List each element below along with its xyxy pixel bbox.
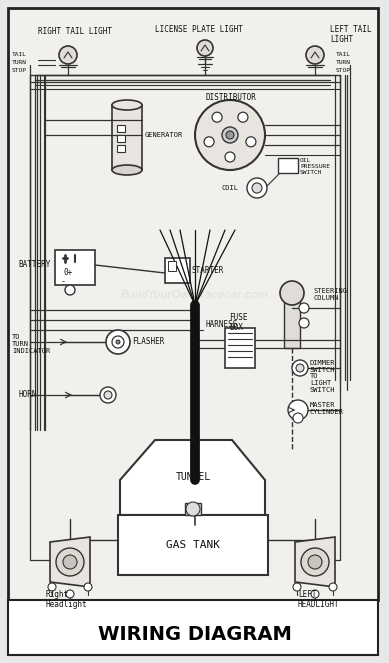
Circle shape — [116, 340, 120, 344]
Text: STARTER: STARTER — [192, 266, 224, 275]
Circle shape — [104, 391, 112, 399]
Circle shape — [238, 112, 248, 122]
Circle shape — [112, 336, 124, 348]
Text: DISTRIBUTOR: DISTRIBUTOR — [205, 93, 256, 102]
Polygon shape — [50, 537, 90, 587]
Text: LICENSE PLATE LIGHT: LICENSE PLATE LIGHT — [155, 25, 243, 34]
Bar — [117, 145, 125, 152]
Text: BATTERY: BATTERY — [18, 260, 50, 269]
Circle shape — [204, 137, 214, 147]
Bar — [165, 258, 190, 283]
Text: FUSE
BOX: FUSE BOX — [229, 313, 247, 332]
Text: COIL: COIL — [222, 185, 239, 191]
Circle shape — [311, 590, 319, 598]
Bar — [117, 125, 125, 132]
Circle shape — [292, 360, 308, 376]
Circle shape — [197, 40, 213, 56]
Ellipse shape — [112, 165, 142, 175]
Circle shape — [84, 583, 92, 591]
Text: GENERATOR: GENERATOR — [145, 132, 183, 138]
Text: WIRING DIAGRAM: WIRING DIAGRAM — [98, 625, 291, 644]
Text: HARNESS: HARNESS — [205, 320, 237, 329]
Bar — [284, 293, 300, 348]
Text: FLASHER: FLASHER — [132, 337, 165, 346]
Polygon shape — [120, 440, 265, 515]
Circle shape — [226, 131, 234, 139]
Text: STOP: STOP — [336, 68, 351, 73]
Circle shape — [195, 100, 265, 170]
Text: 0+: 0+ — [63, 268, 72, 277]
Text: -: - — [61, 277, 66, 286]
Bar — [55, 250, 95, 285]
Text: BuildYourOwnRacecar.com: BuildYourOwnRacecar.com — [120, 290, 269, 300]
Circle shape — [296, 364, 304, 372]
Text: TURN: TURN — [336, 60, 351, 65]
Circle shape — [66, 590, 74, 598]
Bar — [278, 158, 298, 173]
Circle shape — [308, 555, 322, 569]
Text: LEFT
HEADLIGHT: LEFT HEADLIGHT — [298, 590, 340, 609]
Circle shape — [280, 281, 304, 305]
Text: Right
Headlight: Right Headlight — [45, 590, 87, 609]
Text: TURN: TURN — [12, 60, 27, 65]
Bar — [8, 8, 378, 600]
Circle shape — [288, 400, 308, 420]
Circle shape — [100, 387, 116, 403]
Text: TAIL: TAIL — [12, 52, 27, 57]
Bar — [225, 328, 255, 368]
Bar — [112, 105, 142, 170]
Text: GAS TANK: GAS TANK — [166, 540, 220, 550]
Text: LEFT TAIL
LIGHT: LEFT TAIL LIGHT — [330, 25, 371, 44]
Circle shape — [212, 112, 222, 122]
Circle shape — [63, 555, 77, 569]
Circle shape — [59, 46, 77, 64]
Circle shape — [56, 548, 84, 576]
Bar — [118, 515, 268, 575]
Text: HORN: HORN — [18, 390, 37, 399]
Text: RIGHT TAIL LIGHT: RIGHT TAIL LIGHT — [38, 27, 112, 36]
Circle shape — [299, 318, 309, 328]
Text: OIL
PRESSURE
SWITCH: OIL PRESSURE SWITCH — [300, 158, 330, 174]
Text: TAIL: TAIL — [336, 52, 351, 57]
Polygon shape — [295, 537, 335, 587]
Circle shape — [48, 583, 56, 591]
Circle shape — [301, 548, 329, 576]
Circle shape — [225, 152, 235, 162]
Bar — [8, 600, 378, 655]
Circle shape — [329, 583, 337, 591]
Circle shape — [65, 285, 75, 295]
Text: TUNNEL: TUNNEL — [175, 472, 210, 482]
Circle shape — [299, 303, 309, 313]
Text: STOP: STOP — [12, 68, 27, 73]
Text: TO
LIGHT
SWITCH: TO LIGHT SWITCH — [310, 373, 335, 393]
Bar — [185, 503, 201, 515]
Circle shape — [306, 46, 324, 64]
Text: TO
TURN
INDICATOR: TO TURN INDICATOR — [12, 334, 50, 354]
Circle shape — [293, 583, 301, 591]
Circle shape — [247, 178, 267, 198]
Text: STEERING
COLUMN: STEERING COLUMN — [314, 288, 348, 301]
Ellipse shape — [112, 100, 142, 110]
Text: DIMMER
SWITCH: DIMMER SWITCH — [310, 360, 335, 373]
Bar — [168, 261, 176, 271]
Circle shape — [246, 137, 256, 147]
Circle shape — [186, 502, 200, 516]
Circle shape — [222, 127, 238, 143]
Bar — [117, 135, 125, 142]
Circle shape — [293, 413, 303, 423]
Circle shape — [106, 330, 130, 354]
Text: MASTER
CYLINDER: MASTER CYLINDER — [310, 402, 344, 415]
Circle shape — [252, 183, 262, 193]
